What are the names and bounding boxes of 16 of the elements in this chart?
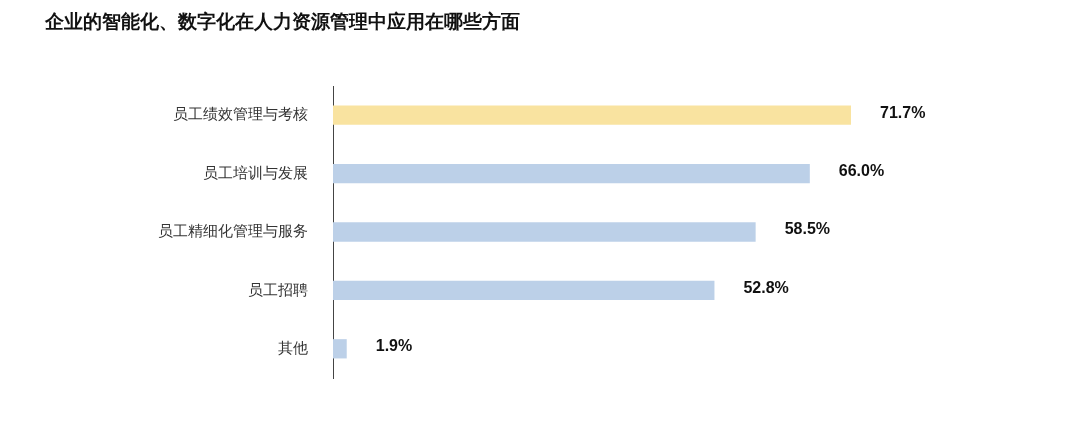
bar: [333, 163, 810, 184]
y-tick-label: 其他: [278, 338, 308, 356]
y-tick-label: 员工培训与发展: [203, 163, 308, 181]
bar: [333, 105, 851, 125]
bar: [333, 222, 756, 242]
data-label: 66.0%: [838, 162, 885, 180]
data-label: 71.7%: [880, 103, 926, 121]
data-label: 52.8%: [743, 278, 789, 296]
bar: [333, 339, 347, 359]
y-tick-label: 员工精细化管理与服务: [158, 222, 308, 240]
y-tick-label: 员工绩效管理与考核: [173, 105, 308, 123]
data-label: 58.5%: [784, 220, 831, 238]
bar: [333, 280, 715, 301]
y-tick-label: 员工招聘: [248, 280, 308, 298]
chart-title: 企业的智能化、数字化在人力资源管理中应用在哪些方面: [45, 10, 520, 34]
data-label: 1.9%: [375, 337, 413, 355]
